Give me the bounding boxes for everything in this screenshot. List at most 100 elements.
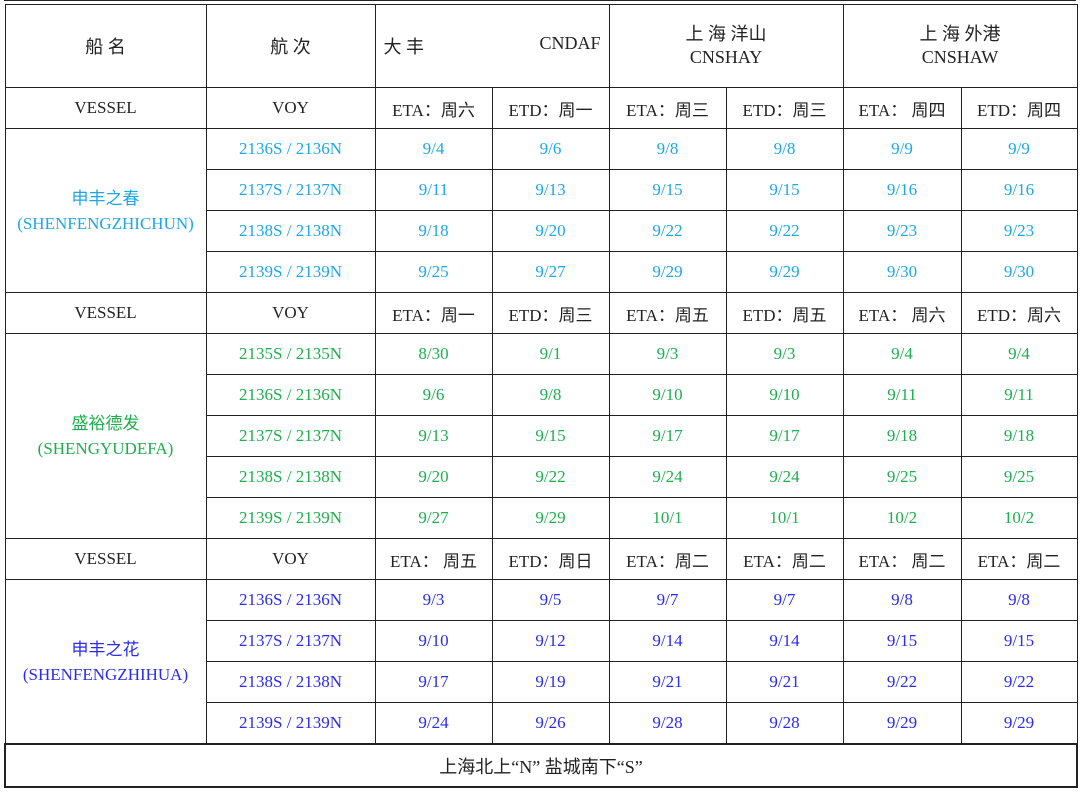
vessel-label: VESSEL xyxy=(4,538,207,580)
date-cell: 9/7 xyxy=(608,579,727,621)
footer-row: 上海北上“N” 盐城南下“S” xyxy=(3,743,1079,788)
header-row: 船 名 航 次 大 丰 CNDAF 上 海 洋山 CNSHAY 上 海 外港 CN… xyxy=(4,4,1078,88)
date-cell: 8/30 xyxy=(374,333,493,375)
date-cell: 9/27 xyxy=(491,251,610,293)
date-cell: 9/17 xyxy=(725,415,844,457)
vessel-name-en: (SHENFENGZHICHUN) xyxy=(17,213,194,233)
port-header-waigang: 上 海 外港 CNSHAW xyxy=(842,4,1078,88)
schedule-row: 盛裕德发 (SHENGYUDEFA) 2135S / 2135N 8/30 9/1 9/3… xyxy=(4,333,1078,539)
voyage-number: 2135S / 2135N xyxy=(205,333,376,375)
date-cell: 9/14 xyxy=(725,620,844,662)
date-cell: 9/8 xyxy=(960,579,1078,621)
day-label: ETD：周三 xyxy=(491,292,610,334)
schedule-row: 申丰之春 (SHENFENGZHICHUN) 2136S / 2136N 9/4 9/6… xyxy=(4,128,1078,293)
date-cell: 9/7 xyxy=(725,579,844,621)
date-cell: 9/26 xyxy=(491,702,610,745)
day-header-row: VESSEL VOY ETA：周六 ETD：周一 ETA：周三 ETD：周三 ETA： 周四… xyxy=(4,87,1078,129)
date-cell: 10/1 xyxy=(608,497,727,539)
day-label: ETA：周二 xyxy=(960,538,1078,580)
day-label: ETA： 周六 xyxy=(842,292,962,334)
date-cell: 9/29 xyxy=(608,251,727,293)
vessel-header: 船 名 xyxy=(4,4,207,88)
schedule-row: 2138S / 2138N 9/18 9/20 9/22 9/22 9/23 9/23 xyxy=(5,210,1078,252)
date-cell: 9/28 xyxy=(725,702,844,745)
date-cell: 9/12 xyxy=(491,620,610,662)
date-cell: 9/10 xyxy=(725,374,844,416)
date-cell: 9/15 xyxy=(960,620,1078,662)
day-label: ETA：周五 xyxy=(608,292,727,334)
voy-label: VOY xyxy=(205,538,376,580)
date-cell: 9/15 xyxy=(608,169,727,211)
date-cell: 9/9 xyxy=(842,128,962,170)
date-cell: 9/23 xyxy=(842,210,962,252)
date-cell: 10/2 xyxy=(842,497,962,539)
vessel-label: VESSEL xyxy=(4,292,207,334)
date-cell: 9/11 xyxy=(960,374,1078,416)
date-cell: 9/9 xyxy=(960,128,1078,170)
day-label: ETD：周日 xyxy=(491,538,610,580)
date-cell: 9/3 xyxy=(374,579,493,621)
day-label: ETA： 周二 xyxy=(842,538,962,580)
schedule-row: 2138S / 2138N 9/20 9/22 9/24 9/24 9/25 9/25 xyxy=(5,456,1078,498)
schedule-row: 2137S / 2137N 9/11 9/13 9/15 9/15 9/16 9/16 xyxy=(5,169,1078,211)
voyage-number: 2139S / 2139N xyxy=(205,251,376,293)
day-label: ETA：周三 xyxy=(608,87,727,129)
date-cell: 9/18 xyxy=(842,415,962,457)
voyage-number: 2136S / 2136N xyxy=(205,579,376,621)
voyage-number: 2139S / 2139N xyxy=(205,497,376,539)
vessel-name-en: (SHENGYUDEFA) xyxy=(37,439,174,458)
date-cell: 9/30 xyxy=(842,251,962,293)
date-cell: 9/29 xyxy=(842,702,962,745)
date-cell: 9/15 xyxy=(842,620,962,662)
day-label: ETA：周二 xyxy=(608,538,727,580)
date-cell: 9/21 xyxy=(608,661,727,703)
date-cell: 9/24 xyxy=(374,702,493,745)
date-cell: 9/20 xyxy=(491,210,610,252)
date-cell: 9/24 xyxy=(608,456,727,498)
date-cell: 9/29 xyxy=(960,702,1078,745)
voyage-number: 2137S / 2137N xyxy=(205,415,376,457)
date-cell: 9/4 xyxy=(842,333,962,375)
voy-label: VOY xyxy=(205,292,376,334)
date-cell: 9/22 xyxy=(960,661,1078,703)
date-cell: 9/23 xyxy=(960,210,1078,252)
voyage-header: 航 次 xyxy=(205,4,376,88)
date-cell: 9/8 xyxy=(491,374,610,416)
port-code: CNSHAW xyxy=(921,47,999,67)
date-cell: 9/25 xyxy=(960,456,1078,498)
date-cell: 9/10 xyxy=(608,374,727,416)
date-cell: 9/8 xyxy=(842,579,962,621)
date-cell: 9/15 xyxy=(725,169,844,211)
voyage-number: 2138S / 2138N xyxy=(205,210,376,252)
schedule-row: 2136S / 2136N 9/6 9/8 9/10 9/10 9/11 9/11 xyxy=(5,374,1078,416)
voyage-number: 2138S / 2138N xyxy=(205,661,376,703)
date-cell: 9/18 xyxy=(960,415,1078,457)
direction-note: 上海北上“N” 盐城南下“S” xyxy=(3,743,1079,788)
date-cell: 9/6 xyxy=(374,374,493,416)
vessel-name-cell: 申丰之花 (SHENFENGZHIHUA) xyxy=(4,579,207,745)
date-cell: 9/24 xyxy=(725,456,844,498)
date-cell: 9/16 xyxy=(960,169,1078,211)
date-cell: 9/6 xyxy=(491,128,610,170)
date-cell: 9/29 xyxy=(491,497,610,539)
date-cell: 9/3 xyxy=(608,333,727,375)
date-cell: 9/21 xyxy=(725,661,844,703)
day-label: ETD：周一 xyxy=(491,87,610,129)
date-cell: 9/28 xyxy=(608,702,727,745)
voyage-number: 2137S / 2137N xyxy=(205,620,376,662)
voyage-number: 2136S / 2136N xyxy=(205,128,376,170)
port-code: CNSHAY xyxy=(689,47,763,67)
date-cell: 9/3 xyxy=(725,333,844,375)
day-label: ETA：周二 xyxy=(725,538,844,580)
port-name: 上 海 洋山 xyxy=(685,24,767,44)
port-name: 上 海 外港 xyxy=(919,24,1001,44)
day-label: ETD：周六 xyxy=(960,292,1078,334)
schedule-row: 2137S / 2137N 9/10 9/12 9/14 9/14 9/15 9/15 xyxy=(5,620,1078,662)
schedule-row: 2139S / 2139N 9/24 9/26 9/28 9/28 9/29 9/29 xyxy=(5,702,1078,745)
date-cell: 9/30 xyxy=(960,251,1078,293)
date-cell: 9/22 xyxy=(725,210,844,252)
port-code: CNDAF xyxy=(539,33,601,53)
date-cell: 9/18 xyxy=(374,210,493,252)
date-cell: 9/10 xyxy=(374,620,493,662)
day-label: ETD：周五 xyxy=(725,292,844,334)
